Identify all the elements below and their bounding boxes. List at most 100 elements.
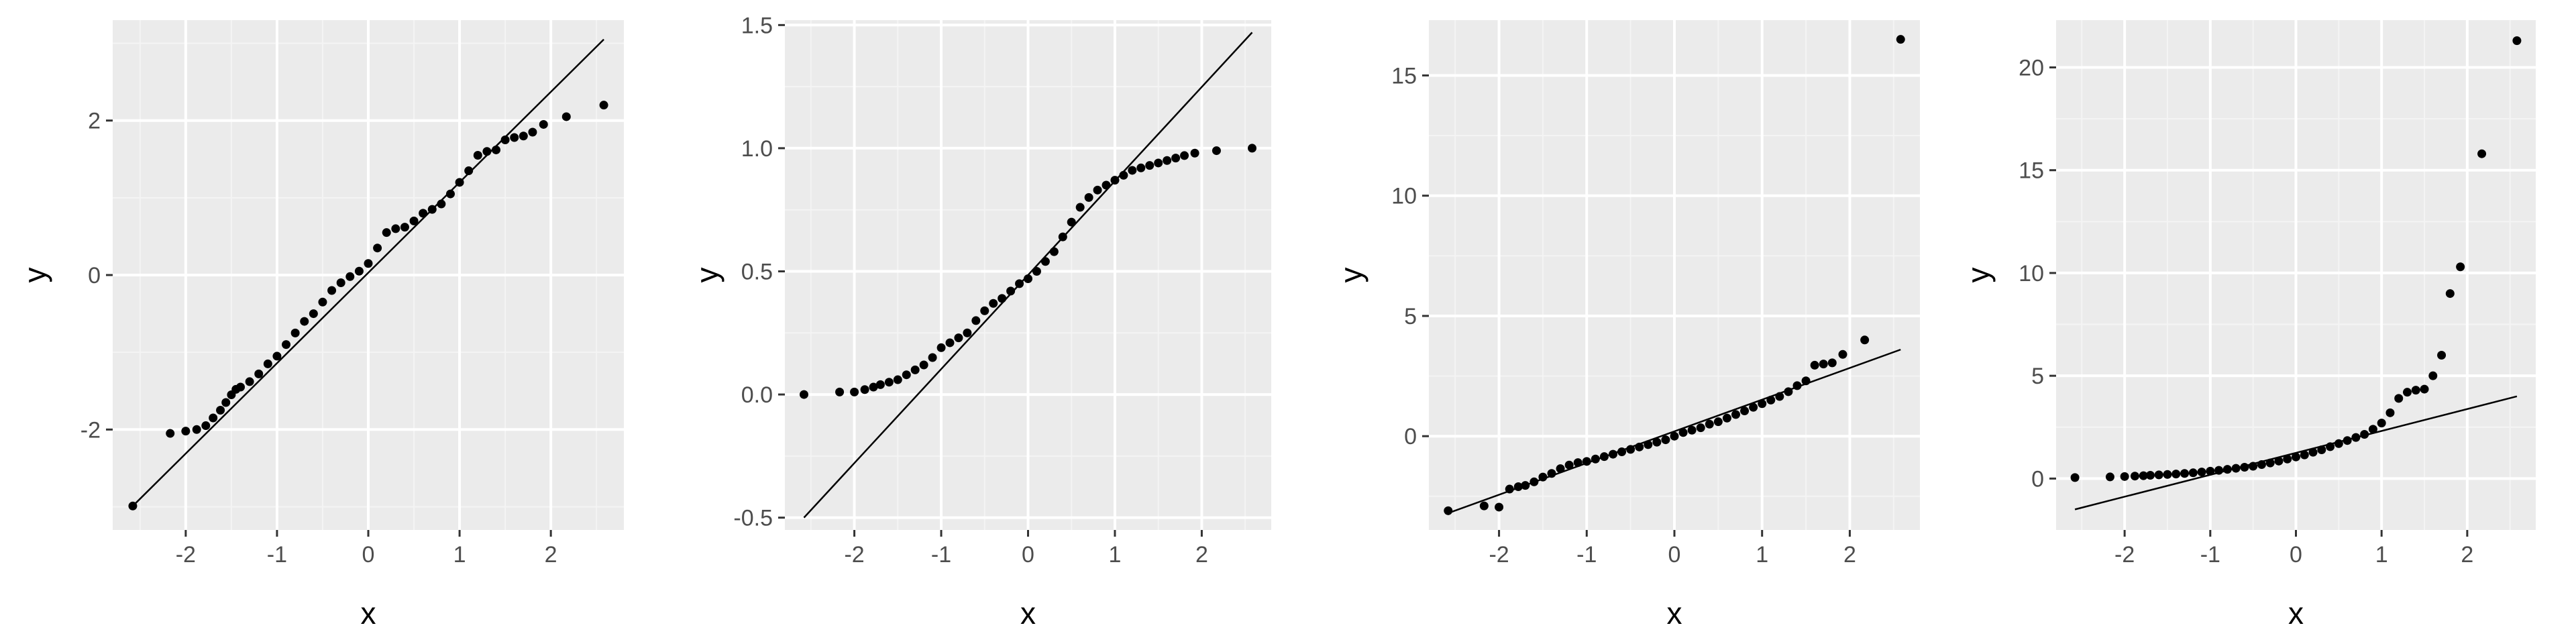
- y-tick-label: 10: [1391, 184, 1417, 209]
- data-point: [2343, 436, 2352, 445]
- y-tick-label: -0.5: [733, 506, 773, 531]
- data-point: [2317, 445, 2326, 454]
- data-point: [437, 199, 446, 209]
- data-point: [1784, 387, 1793, 396]
- data-point: [2070, 473, 2080, 482]
- data-point: [928, 353, 937, 362]
- y-tick-label: 2: [88, 109, 101, 134]
- data-point: [2292, 452, 2300, 462]
- data-point: [2139, 471, 2148, 480]
- data-point: [1521, 481, 1530, 490]
- data-point: [1154, 158, 1163, 168]
- data-point: [464, 166, 474, 176]
- x-axis-title: x: [361, 596, 376, 631]
- data-point: [2105, 472, 2114, 482]
- data-point: [1810, 360, 1819, 370]
- data-point: [1513, 482, 1523, 491]
- x-tick-label: -2: [844, 542, 864, 568]
- data-point: [1696, 423, 1705, 433]
- data-point: [216, 406, 225, 415]
- data-point: [1444, 506, 1453, 515]
- y-tick-label: 0.5: [741, 259, 773, 284]
- data-point: [1067, 217, 1076, 227]
- data-point: [1573, 458, 1582, 468]
- data-point: [1495, 502, 1504, 512]
- data-point: [510, 133, 519, 142]
- data-point: [1766, 395, 1776, 405]
- data-point: [1128, 166, 1137, 175]
- data-point: [954, 333, 963, 343]
- x-tick-label: 2: [2461, 542, 2473, 568]
- data-point: [427, 205, 437, 214]
- data-point: [263, 359, 272, 368]
- data-point: [2477, 149, 2487, 158]
- data-point: [1032, 266, 1041, 276]
- data-point: [1102, 180, 1111, 190]
- data-point: [528, 127, 537, 137]
- data-point: [2300, 450, 2309, 460]
- data-point: [1006, 286, 1016, 296]
- data-point: [835, 387, 845, 396]
- data-point: [1731, 410, 1740, 419]
- data-point: [209, 413, 218, 423]
- y-axis-title: y: [1961, 268, 1996, 283]
- x-tick-label: 0: [362, 542, 375, 568]
- data-point: [336, 278, 345, 288]
- data-point: [482, 147, 492, 156]
- data-point: [382, 228, 391, 237]
- x-tick-label: 2: [1195, 542, 1208, 568]
- data-point: [1024, 274, 1032, 284]
- data-point: [850, 387, 859, 396]
- data-point: [1740, 407, 1750, 416]
- data-point: [1505, 484, 1514, 494]
- y-tick-label: 5: [1404, 304, 1417, 329]
- x-tick-label: -1: [1576, 542, 1597, 568]
- data-point: [1635, 442, 1644, 451]
- data-point: [1617, 447, 1627, 456]
- data-point: [1652, 437, 1662, 447]
- data-point: [539, 119, 548, 129]
- data-point: [1049, 247, 1059, 256]
- data-point: [272, 352, 282, 361]
- data-point: [181, 427, 191, 436]
- x-axis-title: x: [2288, 596, 2304, 631]
- data-point: [2171, 470, 2181, 479]
- data-point: [1801, 376, 1811, 386]
- data-point: [2222, 465, 2232, 474]
- chart-panel-2: -2 -1 0 1 2 -0.5 0.0 0.5 1.0 1.5 x y: [690, 13, 1271, 631]
- data-point: [419, 209, 428, 218]
- data-point: [2249, 462, 2258, 471]
- data-point: [1838, 350, 1847, 359]
- data-point: [1827, 358, 1837, 368]
- x-axis-title: x: [1020, 596, 1036, 631]
- data-point: [919, 360, 928, 370]
- data-point: [473, 151, 482, 160]
- data-point: [1599, 452, 1609, 462]
- data-point: [1136, 163, 1146, 172]
- x-axis-title: x: [1667, 596, 1682, 631]
- data-point: [963, 328, 972, 337]
- data-point: [945, 338, 955, 347]
- y-tick-label: 1.5: [741, 13, 773, 38]
- data-point: [128, 501, 138, 511]
- data-point: [2274, 456, 2284, 466]
- data-point: [318, 297, 327, 307]
- data-point: [1758, 399, 1767, 409]
- data-point: [254, 369, 264, 378]
- x-tick-label: -2: [1489, 542, 1509, 568]
- data-point: [860, 385, 869, 394]
- data-point: [2334, 439, 2343, 448]
- data-point: [1212, 146, 1221, 156]
- data-point: [1749, 402, 1758, 412]
- data-point: [1015, 279, 1024, 288]
- data-point: [2265, 458, 2275, 468]
- data-point: [2283, 454, 2292, 464]
- data-point: [282, 340, 291, 350]
- y-tick-label: 20: [2019, 55, 2044, 80]
- data-point: [166, 429, 175, 438]
- chart-panel-3: -2 -1 0 1 2 0 5 10 15 x y: [1334, 20, 1920, 631]
- x-tick-label: 1: [1109, 542, 1122, 568]
- data-point: [445, 189, 455, 199]
- data-point: [1529, 477, 1539, 486]
